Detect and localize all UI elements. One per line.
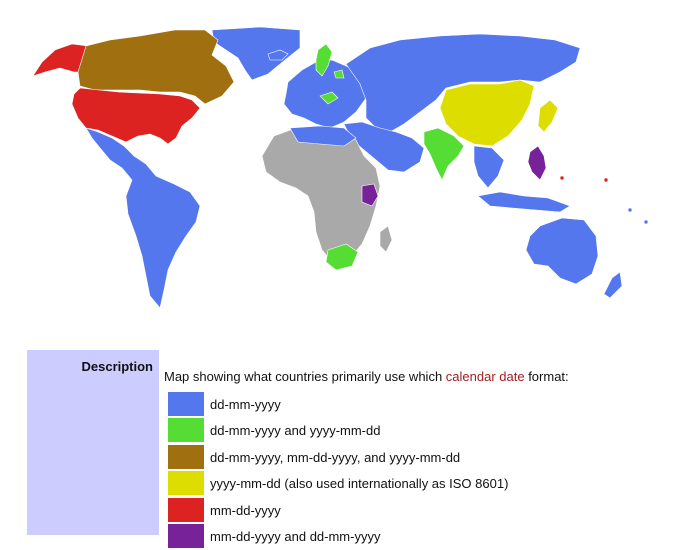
region-hungary [319,91,339,105]
region-latin-america [85,127,201,309]
region-japan-korea [537,99,559,133]
legend-label: mm-dd-yyyy and dd-mm-yyyy [210,528,381,544]
region-australia [525,217,599,285]
region-pacific-island [643,219,649,225]
region-pacific-island [603,177,609,183]
legend-label: dd-mm-yyyy [210,397,281,412]
region-sweden [315,43,333,77]
legend-swatch [168,392,204,416]
region-united-states [71,87,201,145]
description-text-before: Map showing what countries primarily use… [164,369,446,384]
region-new-zealand [603,271,623,299]
region-greenland [211,26,301,81]
region-pacific-island [559,175,565,181]
legend-label: mm-dd-yyyy [210,502,281,518]
region-southeast-asia [473,145,505,189]
legend-swatch [168,444,204,469]
region-indonesia [477,191,571,213]
legend-swatch [168,497,204,522]
legend-swatch [168,418,204,443]
legend-label: dd-mm-yyyy, mm-dd-yyyy, and yyyy-mm-dd [210,449,461,465]
legend-swatch [168,523,204,548]
description-panel: Description Map showing what countries p… [27,350,672,548]
calendar-date-link[interactable]: calendar date [445,369,525,384]
region-philippines [527,145,547,181]
region-china [439,79,535,147]
legend-swatch [168,471,204,496]
region-india [423,127,465,181]
region-lithuania [333,69,345,79]
world-map-svg [32,26,649,309]
world-map [32,26,649,309]
region-madagascar [379,225,393,253]
legend-label: yyyy-mm-dd (also used internationally as… [210,476,509,492]
region-pacific-island [627,207,633,213]
region-south-africa [325,243,359,271]
description-label-cell: Description [27,350,159,535]
legend-label: dd-mm-yyyy and yyyy-mm-dd [210,423,381,439]
region-kenya [361,183,379,207]
description-text-after: format: [524,369,569,384]
region-iceland [267,49,289,61]
region-middle-east [343,121,425,173]
description-text: Map showing what countries primarily use… [164,369,569,384]
description-label: Description [81,359,153,374]
region-north-africa [289,125,357,147]
